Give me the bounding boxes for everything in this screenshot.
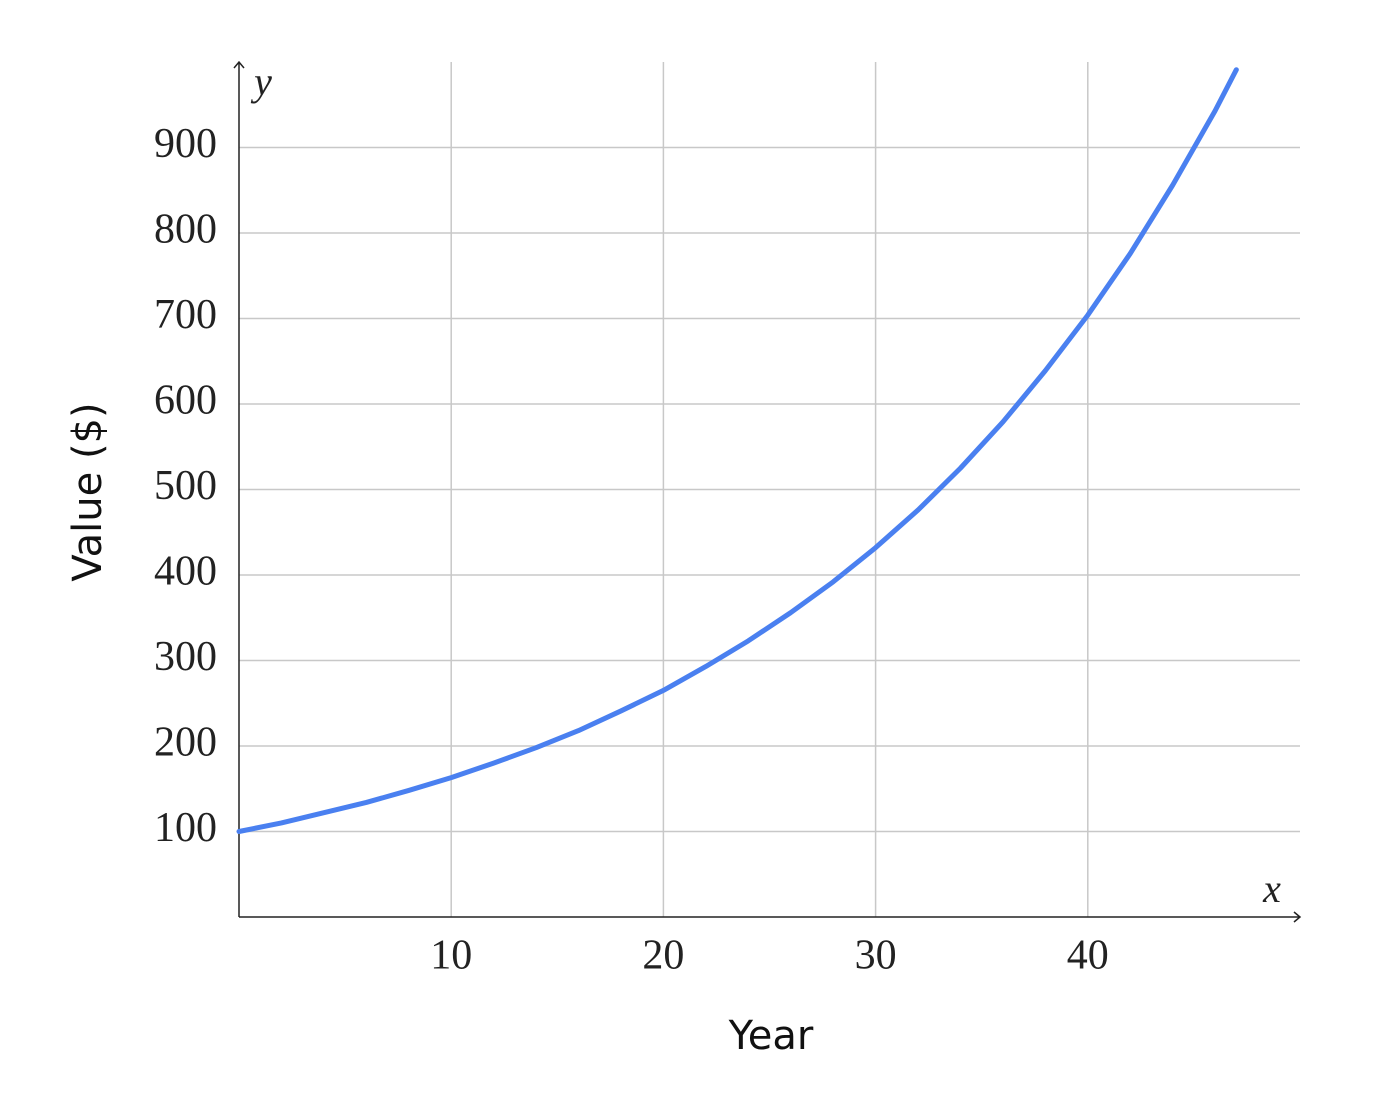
y-tick-label: 600 bbox=[154, 378, 217, 424]
y-axis-label: Value ($) bbox=[65, 402, 111, 581]
y-tick-label: 500 bbox=[154, 463, 217, 509]
x-tick-label: 10 bbox=[430, 933, 472, 979]
y-axis-symbol: y bbox=[250, 59, 272, 104]
data-line bbox=[236, 67, 1239, 834]
y-tick-label: 900 bbox=[154, 121, 217, 167]
y-tick-label: 400 bbox=[154, 549, 217, 595]
y-axis bbox=[233, 60, 245, 917]
x-tick-label: 30 bbox=[855, 933, 897, 979]
y-tick-label: 300 bbox=[154, 634, 217, 680]
x-axis-symbol: x bbox=[1262, 866, 1281, 911]
x-tick-label: 40 bbox=[1067, 933, 1109, 979]
x-axis-label: Year bbox=[728, 1013, 814, 1059]
y-tick-label: 100 bbox=[154, 805, 217, 851]
y-tick-label: 200 bbox=[154, 720, 217, 766]
x-axis bbox=[239, 911, 1302, 923]
x-tick-label: 20 bbox=[642, 933, 684, 979]
y-tick-label: 800 bbox=[154, 207, 217, 253]
y-tick-label: 700 bbox=[154, 292, 217, 338]
